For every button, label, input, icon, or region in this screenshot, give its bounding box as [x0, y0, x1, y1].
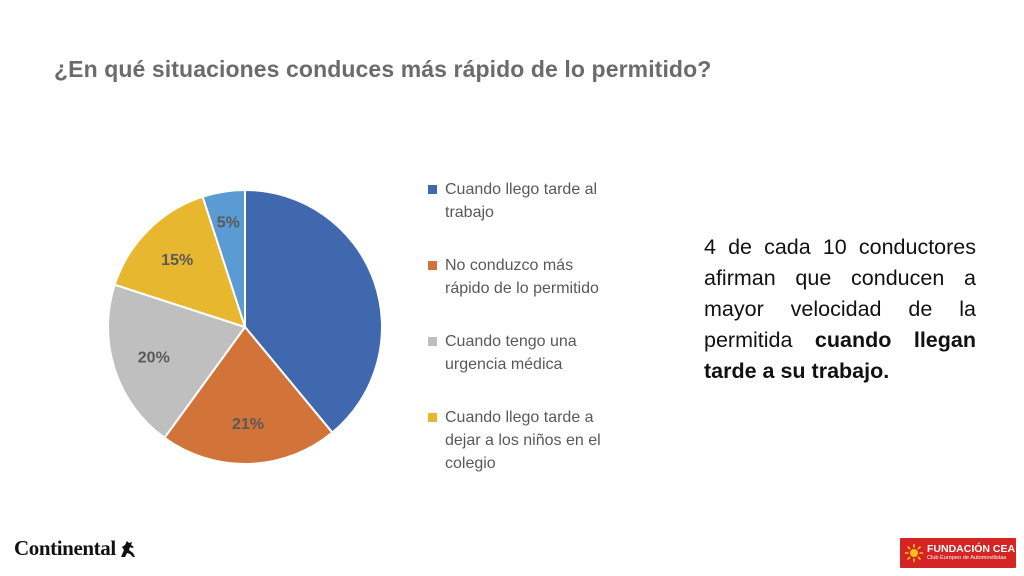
pie-slice	[244, 188, 383, 434]
pie-chart: 39% 21% 20% 15% 5%	[107, 188, 383, 466]
sun-icon	[904, 543, 924, 563]
fundacion-subtitle: Club Europeo de Automovilistas	[927, 555, 1007, 562]
fundacion-cea-logo: FUNDACIÓN CEA Club Europeo de Automovili…	[900, 538, 1016, 568]
legend-label: Cuando llego tarde al trabajo	[445, 181, 598, 221]
legend-item: Cuando tengo una urgencia médica	[428, 330, 620, 376]
legend-label: No conduzco más rápido de lo permitido	[445, 257, 599, 297]
legend-item: Cuando llego tarde al trabajo	[428, 178, 620, 224]
pie-slice	[107, 283, 247, 440]
page-title: ¿En qué situaciones conduces más rápido …	[54, 56, 712, 82]
continental-logo-text: Continental	[14, 536, 116, 560]
legend-item: Cuando llego tarde a dejar a los niños e…	[428, 406, 620, 475]
pie-data-label: 20%	[138, 350, 170, 367]
fundacion-name: FUNDACIÓN CEA	[927, 542, 1016, 555]
pie-data-label: 39%	[319, 288, 351, 305]
pie-data-label: 5%	[217, 214, 240, 231]
pie-data-label: 15%	[161, 252, 193, 269]
legend-swatch	[428, 261, 437, 270]
pie-slice	[163, 325, 334, 466]
horse-icon	[120, 540, 135, 557]
callout-text: 4 de cada 10 conductores afirman que con…	[704, 232, 976, 387]
callout-plain: 4 de cada 10 conductores afirman que con…	[704, 235, 976, 352]
continental-logo: Continental	[14, 536, 139, 561]
legend-label: Cuando llego tarde a dejar a los niños e…	[445, 409, 601, 472]
callout-bold: cuando llegan tarde a su trabajo.	[704, 328, 976, 383]
legend-swatch	[428, 185, 437, 194]
pie-data-label: 21%	[232, 416, 264, 433]
legend-label: Cuando tengo una urgencia médica	[445, 333, 577, 373]
legend-item: No conduzco más rápido de lo permitido	[428, 254, 620, 300]
legend-swatch	[428, 337, 437, 346]
pie-slice	[201, 188, 246, 328]
legend-swatch	[428, 413, 437, 422]
